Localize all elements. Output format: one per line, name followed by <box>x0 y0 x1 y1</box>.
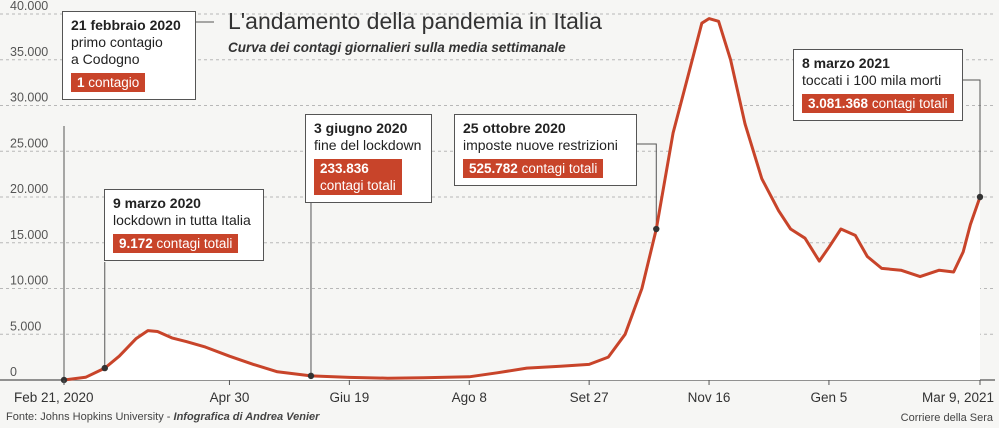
annotation-date: 8 marzo 2021 <box>802 55 890 71</box>
annotation-value-badge: 525.782 contagi totali <box>463 159 604 178</box>
line-layer <box>63 17 982 382</box>
annotation-value-number: 233.836 <box>320 161 369 176</box>
chart-title: L'andamento della pandemia in Italia <box>228 8 602 34</box>
x-tick-label: Mar 9, 2021 <box>922 390 994 405</box>
annotation-value-text: contagi totali <box>517 161 598 176</box>
annotation-value-badge: 3.081.368 contagi totali <box>802 94 954 113</box>
y-tick-label: 35.000 <box>10 45 48 59</box>
x-tick-label: Feb 21, 2020 <box>14 390 94 405</box>
area-layer <box>64 18 980 380</box>
annotation-point <box>976 193 984 201</box>
y-tick-label: 5.000 <box>10 319 41 333</box>
x-tick-label: Ago 8 <box>452 390 487 405</box>
source-credit: Fonte: Johns Hopkins University - Infogr… <box>6 411 319 423</box>
x-tick-label: Nov 16 <box>688 390 731 405</box>
annotation-value-text: contagio <box>84 75 140 90</box>
annotation-lockdown: 9 marzo 2020 lockdown in tutta Italia 9.… <box>104 189 264 261</box>
annotation-desc: lockdown in tutta Italia <box>113 212 251 228</box>
annotation-value-number: 1 <box>77 75 85 90</box>
x-tick-label: Gen 5 <box>811 390 848 405</box>
y-tick-label: 10.000 <box>10 274 48 288</box>
publisher: Corriere della Sera <box>900 412 993 424</box>
y-tick-labels: 0 5.000 10.000 15.000 20.000 25.000 30.000 35.0… <box>10 0 48 379</box>
annotation-value-number: 525.782 <box>469 161 518 176</box>
y-tick-label: 40.000 <box>10 0 48 13</box>
y-tick-label: 20.000 <box>10 182 48 196</box>
y-tick-label: 25.000 <box>10 136 48 150</box>
annotation-desc: toccati i 100 mila morti <box>802 72 942 88</box>
leader-lines <box>63 21 981 380</box>
series-line <box>63 17 982 382</box>
annotation-value-text: contagi totali <box>320 178 396 193</box>
annotation-desc: primo contagio a Codogno <box>71 34 163 67</box>
annotation-date: 25 ottobre 2020 <box>463 120 566 136</box>
annotation-point <box>653 225 660 233</box>
annotation-value-text: contagi totali <box>868 96 948 111</box>
annotation-value-badge: 1 contagio <box>71 73 146 92</box>
annotation-value-number: 9.172 <box>119 236 153 251</box>
annotation-100mila-morti: 8 marzo 2021 toccati i 100 mila morti 3.… <box>793 49 963 121</box>
x-tick-label: Apr 30 <box>210 390 250 405</box>
annotation-desc: imposte nuove restrizioni <box>463 137 618 153</box>
credit-text: Infografica di Andrea Venier <box>173 411 320 423</box>
annotation-date: 21 febbraio 2020 <box>71 17 181 33</box>
x-tick-labels: Feb 21, 2020 Apr 30 Giu 19 Ago 8 Set 27 Nov 1… <box>14 380 994 405</box>
y-tick-label: 30.000 <box>10 91 48 105</box>
annotation-primo-contagio: 21 febbraio 2020 primo contagio a Codogn… <box>62 11 196 100</box>
annotation-value-badge: 233.836 contagi totali <box>314 159 402 195</box>
annotation-fine-lockdown: 3 giugno 2020 fine del lockdown 233.836 … <box>305 114 432 203</box>
annotation-point <box>307 372 315 380</box>
annotation-date: 3 giugno 2020 <box>314 120 408 136</box>
annotation-value-text: contagi totali <box>152 236 233 251</box>
annotation-value-badge: 9.172 contagi totali <box>113 234 239 253</box>
annotation-restrizioni: 25 ottobre 2020 imposte nuove restrizion… <box>454 114 637 186</box>
annotation-point <box>101 364 108 372</box>
x-tick-label: Set 27 <box>570 390 609 405</box>
leader-line <box>962 79 981 197</box>
annotation-desc: fine del lockdown <box>314 137 422 153</box>
leader-line <box>636 143 657 230</box>
y-tick-label: 15.000 <box>10 228 48 242</box>
x-tick-label: Giu 19 <box>329 390 369 405</box>
area-fill <box>64 18 980 380</box>
annotation-date: 9 marzo 2020 <box>113 195 201 211</box>
y-tick-label: 0 <box>10 365 17 379</box>
annotation-value-number: 3.081.368 <box>808 96 869 111</box>
chart-subtitle: Curva dei contagi giornalieri sulla medi… <box>228 40 566 55</box>
source-text: Fonte: Johns Hopkins University - <box>6 411 174 423</box>
